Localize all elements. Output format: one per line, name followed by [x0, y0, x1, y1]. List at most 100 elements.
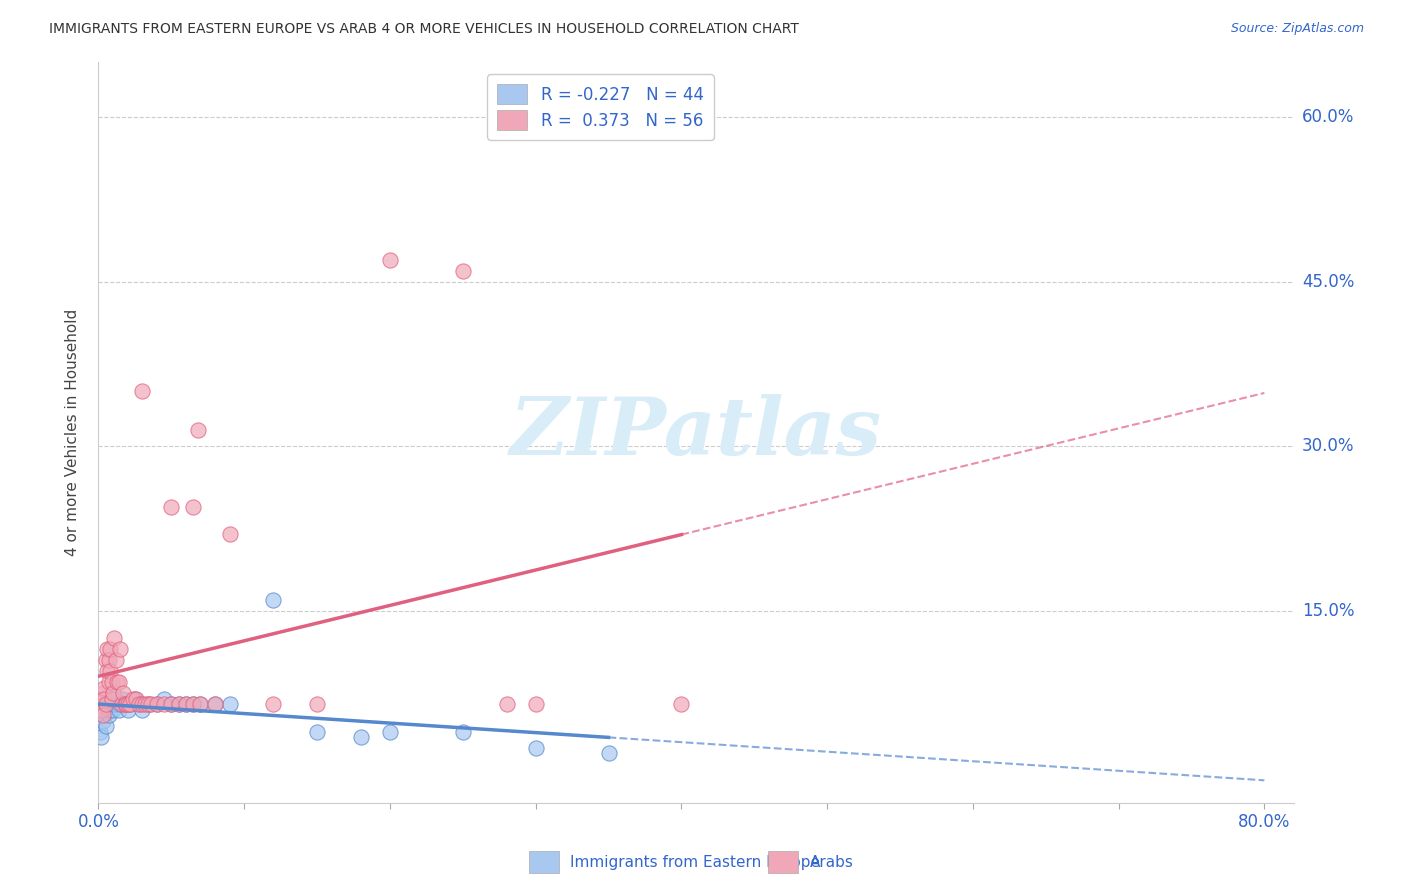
- Point: [91, 686, 114, 700]
- Point: [104, 653, 127, 667]
- FancyBboxPatch shape: [529, 851, 558, 873]
- Point: [96, 664, 118, 678]
- Point: [181, 697, 204, 711]
- Point: [131, 384, 153, 399]
- Point: [128, 697, 150, 711]
- Point: [495, 697, 517, 711]
- Point: [93, 681, 115, 695]
- Point: [305, 697, 328, 711]
- Point: [190, 697, 212, 711]
- Text: Arabs: Arabs: [810, 855, 853, 870]
- Point: [378, 724, 401, 739]
- Point: [671, 697, 693, 711]
- Point: [108, 702, 131, 716]
- Point: [145, 697, 167, 711]
- Point: [153, 697, 176, 711]
- Point: [97, 653, 120, 667]
- Text: ZIPatlas: ZIPatlas: [510, 394, 882, 471]
- Point: [114, 697, 136, 711]
- Point: [93, 691, 115, 706]
- Point: [451, 264, 474, 278]
- Point: [524, 741, 547, 756]
- Point: [204, 697, 226, 711]
- Point: [181, 500, 204, 514]
- Point: [117, 697, 139, 711]
- Point: [218, 697, 240, 711]
- Point: [98, 642, 121, 657]
- Point: [108, 675, 131, 690]
- Point: [91, 702, 114, 716]
- Point: [262, 593, 284, 607]
- Point: [94, 719, 117, 733]
- Point: [91, 714, 114, 728]
- Text: IMMIGRANTS FROM EASTERN EUROPE VS ARAB 4 OR MORE VEHICLES IN HOUSEHOLD CORRELATI: IMMIGRANTS FROM EASTERN EUROPE VS ARAB 4…: [49, 22, 799, 37]
- Point: [105, 697, 128, 711]
- Point: [100, 691, 122, 706]
- Point: [120, 697, 142, 711]
- Point: [262, 697, 284, 711]
- Point: [105, 675, 128, 690]
- Point: [104, 691, 127, 706]
- Point: [145, 697, 167, 711]
- Point: [98, 664, 121, 678]
- Text: 15.0%: 15.0%: [1302, 602, 1354, 620]
- Point: [111, 697, 134, 711]
- Point: [305, 724, 328, 739]
- Point: [101, 691, 124, 706]
- Point: [112, 686, 135, 700]
- Point: [378, 252, 401, 267]
- Point: [134, 697, 156, 711]
- Point: [94, 697, 117, 711]
- Point: [91, 708, 114, 723]
- Point: [131, 697, 153, 711]
- Point: [186, 423, 208, 437]
- Point: [98, 702, 121, 716]
- Point: [90, 730, 112, 744]
- Point: [128, 697, 150, 711]
- Point: [110, 697, 132, 711]
- FancyBboxPatch shape: [768, 851, 797, 873]
- Text: 60.0%: 60.0%: [1302, 108, 1354, 127]
- Point: [97, 708, 120, 723]
- Point: [153, 691, 176, 706]
- Point: [93, 708, 115, 723]
- Point: [96, 702, 118, 716]
- Point: [101, 686, 124, 700]
- Point: [125, 691, 148, 706]
- Point: [136, 697, 159, 711]
- Point: [114, 697, 136, 711]
- Point: [89, 724, 111, 739]
- Text: 30.0%: 30.0%: [1302, 437, 1354, 455]
- Point: [117, 702, 139, 716]
- Point: [160, 697, 183, 711]
- Point: [350, 730, 373, 744]
- Point: [181, 697, 204, 711]
- Point: [160, 500, 183, 514]
- Point: [90, 691, 112, 706]
- Point: [190, 697, 212, 711]
- Text: 45.0%: 45.0%: [1302, 273, 1354, 291]
- Point: [100, 697, 122, 711]
- Point: [93, 697, 115, 711]
- Point: [160, 697, 183, 711]
- Point: [204, 697, 226, 711]
- Point: [174, 697, 197, 711]
- Point: [103, 632, 125, 646]
- Point: [218, 527, 240, 541]
- Point: [167, 697, 190, 711]
- Point: [94, 653, 117, 667]
- Point: [139, 697, 162, 711]
- Point: [110, 642, 132, 657]
- Point: [167, 697, 190, 711]
- Text: Source: ZipAtlas.com: Source: ZipAtlas.com: [1230, 22, 1364, 36]
- Point: [111, 691, 134, 706]
- Point: [120, 697, 142, 711]
- Y-axis label: 4 or more Vehicles in Household: 4 or more Vehicles in Household: [65, 309, 80, 557]
- Point: [103, 697, 125, 711]
- Point: [89, 697, 111, 711]
- Point: [97, 697, 120, 711]
- Point: [122, 691, 145, 706]
- Point: [94, 691, 117, 706]
- Point: [96, 642, 118, 657]
- Point: [97, 675, 120, 690]
